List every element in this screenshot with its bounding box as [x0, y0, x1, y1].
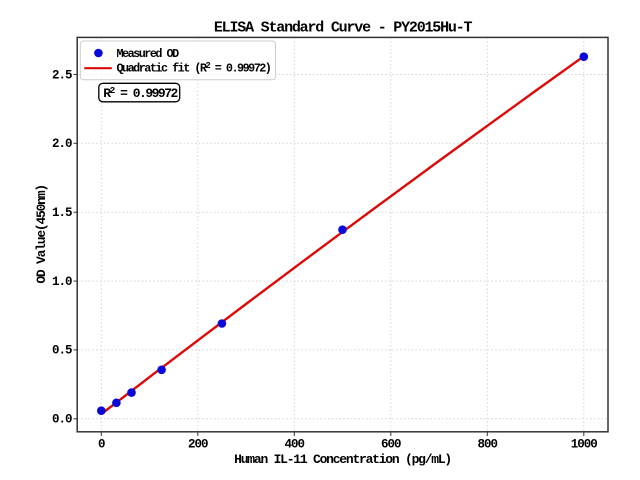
svg-text:1000: 1000 [571, 438, 598, 452]
svg-text:Measured OD: Measured OD [117, 47, 180, 61]
svg-text:2.5: 2.5 [52, 68, 72, 82]
svg-text:1.5: 1.5 [52, 206, 72, 220]
svg-text:0: 0 [98, 438, 105, 452]
svg-text:Human IL-11 Concentration (pg/: Human IL-11 Concentration (pg/mL) [234, 452, 451, 467]
svg-text:ELISA Standard Curve - PY2015H: ELISA Standard Curve - PY2015Hu-T [214, 20, 473, 37]
svg-text:0.5: 0.5 [52, 344, 72, 358]
svg-text:Quadratic fit (R2 = 0.99972): Quadratic fit (R2 = 0.99972) [117, 61, 271, 76]
svg-text:2.0: 2.0 [52, 137, 72, 151]
svg-text:400: 400 [285, 438, 305, 452]
svg-text:600: 600 [381, 438, 401, 452]
svg-text:800: 800 [478, 438, 498, 452]
svg-text:OD Value(450nm): OD Value(450nm) [34, 185, 49, 284]
svg-text:200: 200 [188, 438, 208, 452]
svg-text:1.0: 1.0 [52, 275, 72, 289]
svg-text:R2 = 0.99972: R2 = 0.99972 [103, 85, 178, 101]
svg-text:0.0: 0.0 [52, 413, 72, 427]
